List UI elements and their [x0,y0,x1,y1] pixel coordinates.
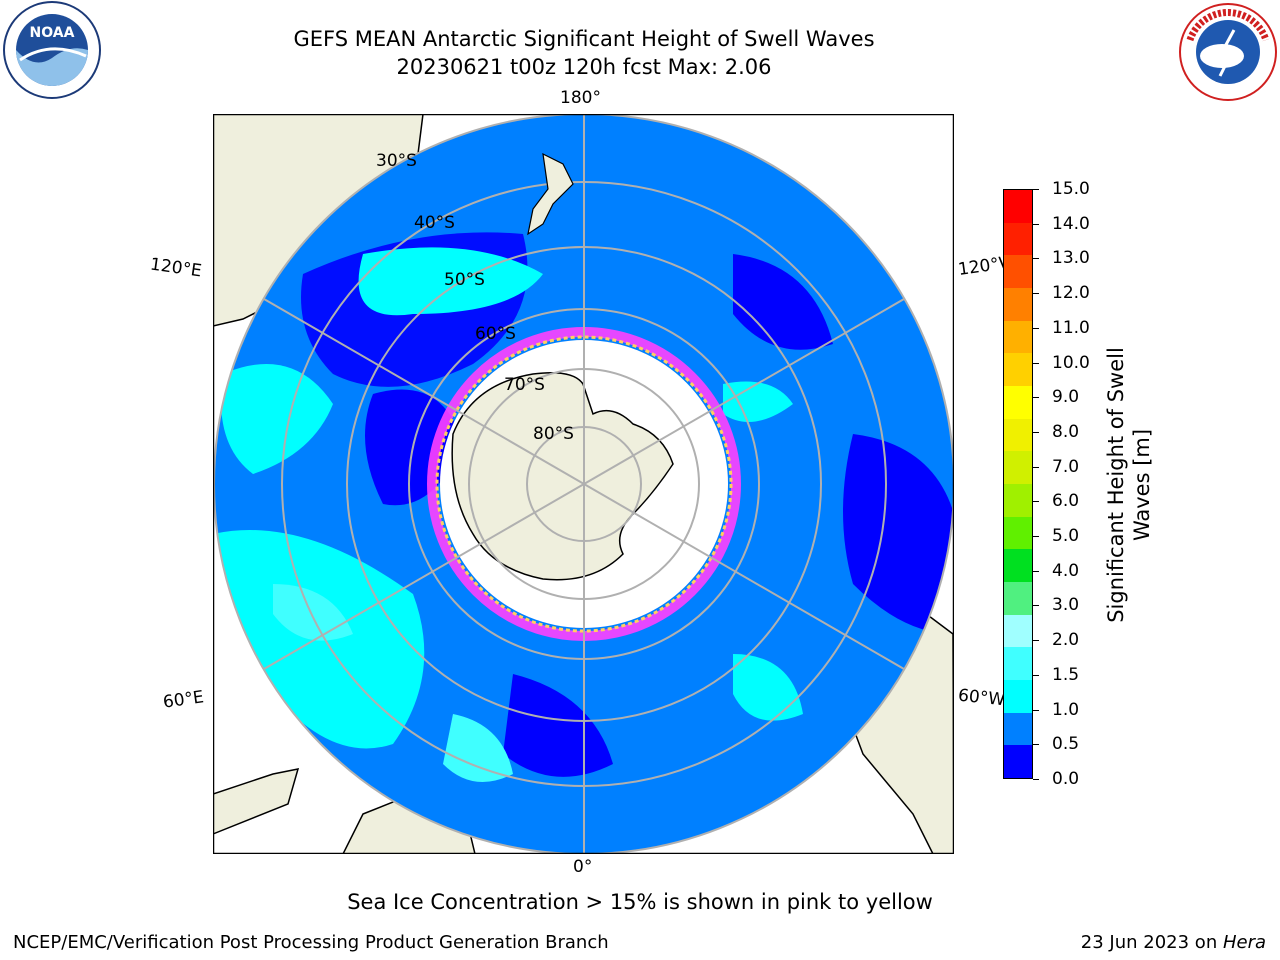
colorbar-tick-label: 0.0 [1052,769,1080,789]
colorbar-tick-mark [1033,501,1039,503]
colorbar [1003,189,1033,779]
colorbar-segment [1004,581,1032,615]
colorbar-tick-label: 7.0 [1052,456,1080,477]
latitude-label-50s: 50°S [444,270,485,290]
colorbar-tick-label: 9.0 [1052,387,1080,408]
colorbar-tick-mark [1033,605,1039,607]
colorbar-segment [1004,451,1032,484]
colorbar-segment [1004,255,1032,288]
colorbar-tick-label: 3.0 [1052,595,1080,616]
colorbar-label-line1: Significant Height of Swell [1104,347,1128,623]
latitude-label-60s: 60°S [475,324,516,344]
longitude-label-60w: 60°W [957,685,1006,711]
colorbar-tick-mark [1033,397,1039,399]
latitude-label-70s: 70°S [504,375,545,395]
colorbar-tick-mark [1033,362,1039,364]
colorbar-segment [1004,385,1032,419]
new-zealand-land [527,152,574,236]
colorbar-tick-mark [1033,466,1039,468]
colorbar-tick-mark [1033,327,1039,329]
chart-subtitle: 20230621 t00z 120h fcst Max: 2.06 [396,55,772,79]
noaa-logo: NOAA [3,1,101,99]
colorbar-tick-label: 14.0 [1052,213,1090,234]
footer-date-text: 23 Jun 2023 on [1080,932,1223,953]
colorbar-segment [1004,679,1032,713]
colorbar-segment [1004,647,1032,680]
footer-branch: NCEP/EMC/Verification Post Processing Pr… [13,932,609,953]
colorbar-tick-mark [1033,223,1039,225]
colorbar-tick-mark [1033,293,1039,295]
colorbar-segment [1004,418,1032,452]
colorbar-segment [1004,353,1032,386]
latitude-label-80s: 80°S [533,424,574,444]
longitude-label-60e: 60°E [161,687,206,713]
colorbar-tick-mark [1033,744,1039,746]
colorbar-segment [1004,287,1032,321]
chart-title: GEFS MEAN Antarctic Significant Height o… [293,27,875,51]
colorbar-tick-label: 12.0 [1052,283,1090,304]
colorbar-segment [1004,320,1032,354]
colorbar-tick-label: 1.5 [1052,664,1080,685]
polar-map [212,113,955,855]
colorbar-tick-mark [1033,779,1039,780]
colorbar-segment [1004,712,1032,746]
longitude-label-180: 180° [560,88,601,108]
colorbar-segment [1004,222,1032,256]
colorbar-tick-mark [1033,258,1039,260]
national-weather-service-logo [1179,3,1277,101]
colorbar-tick-label: 11.0 [1052,317,1090,338]
colorbar-tick-mark [1033,431,1039,433]
colorbar-tick-mark [1033,570,1039,572]
colorbar-tick-mark [1033,709,1039,711]
colorbar-tick-mark [1033,640,1039,642]
colorbar-tick-mark [1033,189,1039,190]
colorbar-tick-label: 8.0 [1052,421,1080,442]
longitude-label-0: 0° [573,857,593,877]
colorbar-tick-label: 1.0 [1052,699,1080,720]
colorbar-segment [1004,189,1032,223]
colorbar-label: Significant Height of Swell Waves [m] [1103,347,1155,623]
svg-text:NOAA: NOAA [30,25,75,41]
latitude-label-40s: 40°S [414,213,455,233]
colorbar-tick-label: 2.0 [1052,630,1080,651]
colorbar-tick-label: 4.0 [1052,560,1080,581]
footer-host: Hera [1222,932,1266,953]
colorbar-segment [1004,516,1032,550]
colorbar-tick-mark [1033,536,1039,538]
colorbar-label-line2: Waves [m] [1130,428,1154,542]
longitude-label-120e: 120°E [148,254,203,282]
latitude-label-30s: 30°S [376,151,417,171]
colorbar-segment [1004,483,1032,517]
footer-date: 23 Jun 2023 on Hera [1081,932,1266,953]
colorbar-segment [1004,614,1032,648]
colorbar-tick-label: 15.0 [1052,179,1090,199]
colorbar-tick-mark [1033,674,1039,676]
colorbar-tick-label: 5.0 [1052,526,1080,547]
colorbar-tick-label: 10.0 [1052,352,1090,373]
madagascar-land [213,768,300,835]
colorbar-segment [1004,549,1032,582]
colorbar-tick-label: 0.5 [1052,734,1080,755]
map-panel [212,113,955,855]
colorbar-segment [1004,745,1032,778]
colorbar-tick-label: 13.0 [1052,248,1090,269]
sea-ice-caption: Sea Ice Concentration > 15% is shown in … [347,890,933,914]
colorbar-tick-label: 6.0 [1052,491,1080,512]
